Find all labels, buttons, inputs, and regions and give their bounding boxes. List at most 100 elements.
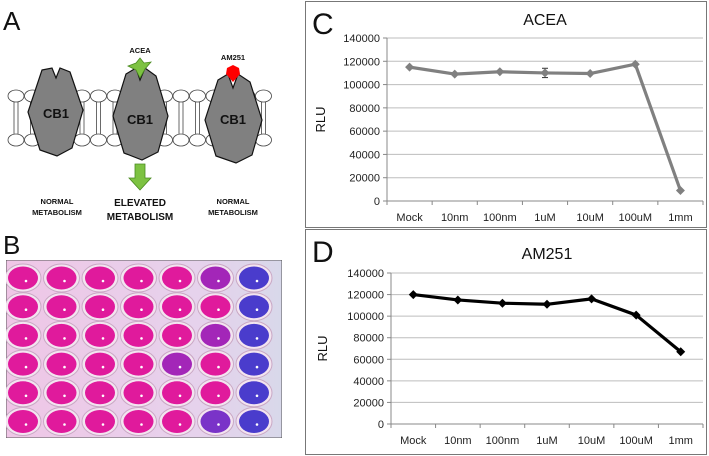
well-highlight	[140, 394, 143, 398]
well-highlight	[24, 423, 28, 426]
well	[85, 410, 115, 433]
well	[200, 266, 231, 290]
well-highlight	[101, 279, 105, 283]
well	[8, 266, 38, 290]
well	[85, 352, 115, 376]
well-highlight	[63, 394, 66, 398]
well-highlight	[63, 308, 66, 311]
data-point	[408, 290, 418, 300]
well-highlight	[217, 365, 220, 369]
y-tick-label: 40000	[353, 376, 384, 388]
y-tick-label: 120000	[343, 56, 380, 68]
y-tick-label: 0	[378, 419, 384, 431]
lipid-head	[7, 89, 25, 103]
y-tick-label: 100000	[347, 311, 384, 323]
well	[200, 295, 231, 319]
am251-label: AM251	[221, 53, 245, 62]
well	[239, 295, 269, 319]
well	[46, 381, 77, 405]
acea-chart: 0 20000 40000 60000 80000 100000 120000 140000 M…	[313, 12, 704, 224]
well	[46, 410, 77, 433]
panel-a-letter: A	[3, 6, 21, 36]
left-caption-line2: METABOLISM	[32, 208, 82, 217]
panel-c-letter: C	[312, 8, 334, 41]
well	[239, 352, 269, 376]
data-point	[585, 69, 595, 79]
y-tick-label: 140000	[343, 33, 380, 45]
y-axis-label: RLU	[315, 335, 330, 361]
chart-title: AM251	[522, 246, 573, 263]
well	[200, 352, 231, 376]
y-tick-label: 0	[374, 196, 380, 208]
well	[239, 266, 269, 290]
well	[46, 295, 77, 319]
well-highlight	[255, 423, 259, 426]
well	[8, 381, 38, 405]
y-tick-label: 60000	[353, 354, 384, 366]
well	[8, 352, 38, 376]
well-highlight	[140, 337, 143, 340]
cb1-receptor-am251: CB1 AM251	[204, 53, 263, 164]
well-highlight	[24, 365, 28, 369]
well	[85, 295, 115, 319]
center-caption-line1: ELEVATED	[114, 198, 166, 209]
x-tick-label: Mock	[396, 212, 423, 224]
well-highlight	[101, 394, 105, 398]
well	[46, 266, 77, 290]
lipid-head	[189, 133, 206, 147]
chart-d-frame: D	[305, 229, 707, 455]
well	[162, 295, 192, 319]
am251-chart: 0 20000 40000 60000 80000 100000 120000 140000 M…	[315, 246, 704, 447]
well-plate-photo	[6, 260, 282, 438]
y-tick-label: 20000	[353, 397, 384, 409]
well-highlight	[217, 308, 220, 311]
data-point	[675, 186, 685, 196]
y-tick-label: 100000	[343, 80, 380, 92]
am251-ligand	[226, 65, 240, 82]
data-point	[676, 347, 686, 357]
well	[8, 410, 38, 433]
acea-label: ACEA	[129, 46, 151, 55]
well-highlight	[255, 279, 259, 283]
well-highlight	[255, 308, 259, 311]
y-tick-label: 120000	[347, 290, 384, 302]
wells	[6, 263, 273, 436]
well	[46, 352, 77, 376]
data-point	[540, 68, 550, 78]
right-caption-line2: METABOLISM	[208, 208, 258, 217]
well-highlight	[178, 423, 182, 426]
data-point	[405, 62, 415, 72]
well-highlight	[140, 365, 143, 369]
y-tick-label: 60000	[349, 126, 380, 138]
cb1-receptor-normal: CB1	[27, 67, 84, 157]
well-highlight	[255, 394, 259, 398]
x-tick-label: 100nm	[483, 212, 517, 224]
x-tick-label: 100uM	[619, 435, 653, 447]
data-point	[450, 69, 460, 79]
data-point	[542, 299, 552, 309]
well	[162, 410, 192, 433]
center-caption-line2: METABOLISM	[107, 212, 173, 223]
well	[123, 295, 154, 319]
lipid-head	[73, 133, 91, 147]
lipid-head	[172, 89, 190, 103]
cb1-receptor-acea: CB1 ACEA	[112, 46, 169, 161]
data-point	[630, 59, 640, 69]
well-highlight	[24, 308, 28, 311]
well-highlight	[217, 337, 220, 340]
well-highlight	[255, 365, 259, 369]
elevated-arrow-icon	[128, 163, 152, 191]
x-tick-label: Mock	[400, 435, 427, 447]
well	[85, 381, 115, 405]
well-highlight	[140, 423, 143, 426]
data-point	[495, 67, 505, 77]
well-highlight	[217, 279, 220, 283]
well	[123, 323, 154, 347]
well-highlight	[178, 337, 182, 340]
x-tick-label: 10nm	[441, 212, 469, 224]
well-highlight	[178, 365, 182, 369]
well	[162, 381, 192, 405]
x-tick-label: 10uM	[578, 435, 606, 447]
well	[239, 381, 269, 405]
right-caption-line1: NORMAL	[217, 197, 250, 206]
